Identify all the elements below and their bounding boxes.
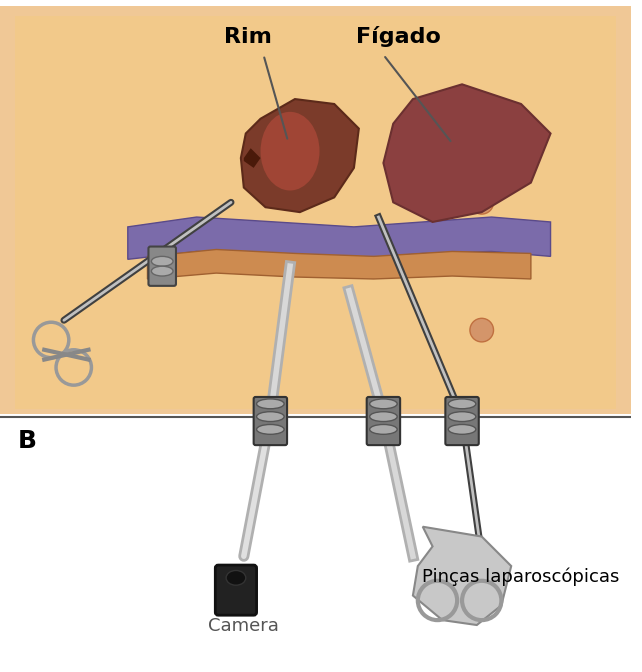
Ellipse shape <box>261 112 320 190</box>
Polygon shape <box>0 5 631 419</box>
Ellipse shape <box>370 399 397 409</box>
Polygon shape <box>148 249 531 279</box>
FancyBboxPatch shape <box>254 397 287 445</box>
Ellipse shape <box>370 425 397 434</box>
Circle shape <box>470 190 494 214</box>
Ellipse shape <box>226 571 246 585</box>
Polygon shape <box>413 527 511 625</box>
Ellipse shape <box>370 412 397 421</box>
Ellipse shape <box>257 425 284 434</box>
Text: Camera: Camera <box>209 617 279 635</box>
Polygon shape <box>241 99 359 212</box>
FancyBboxPatch shape <box>446 397 479 445</box>
Ellipse shape <box>257 412 284 421</box>
Ellipse shape <box>152 256 173 266</box>
Polygon shape <box>244 149 261 168</box>
Text: Fígado: Fígado <box>356 26 440 47</box>
FancyBboxPatch shape <box>148 247 176 286</box>
Ellipse shape <box>448 399 476 409</box>
FancyBboxPatch shape <box>215 565 257 615</box>
Ellipse shape <box>448 425 476 434</box>
Polygon shape <box>0 414 631 667</box>
Polygon shape <box>128 217 551 259</box>
Ellipse shape <box>257 399 284 409</box>
Polygon shape <box>383 84 551 222</box>
FancyBboxPatch shape <box>367 397 400 445</box>
Text: Rim: Rim <box>224 27 272 47</box>
Circle shape <box>470 319 494 342</box>
Ellipse shape <box>448 412 476 421</box>
Text: B: B <box>18 429 37 453</box>
Polygon shape <box>15 15 616 409</box>
Text: Pinças laparoscópicas: Pinças laparoscópicas <box>422 567 620 586</box>
Ellipse shape <box>152 266 173 276</box>
